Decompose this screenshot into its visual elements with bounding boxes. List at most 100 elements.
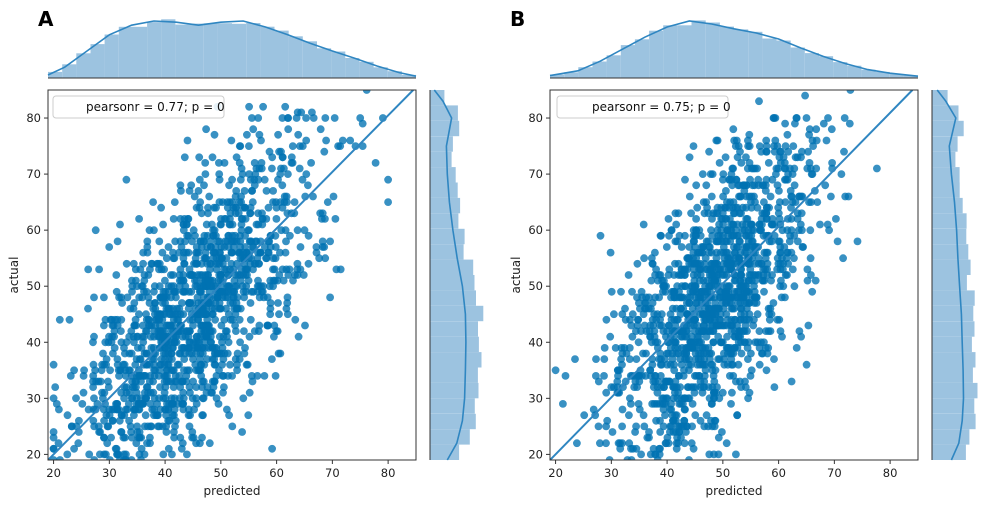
x-tick-label: 80 xyxy=(883,466,898,480)
scatter-point xyxy=(732,175,741,184)
scatter-point xyxy=(122,450,130,459)
scatter-point xyxy=(189,377,198,386)
scatter-point xyxy=(133,282,141,291)
scatter-point xyxy=(72,394,80,403)
scatter-point xyxy=(225,282,234,291)
y-tick-label: 60 xyxy=(26,223,41,237)
scatter-point xyxy=(625,344,634,352)
scatter-point xyxy=(725,175,733,184)
scatter-point xyxy=(215,159,223,167)
scatter-point xyxy=(755,360,764,369)
scatter-point xyxy=(268,164,276,173)
scatter-point xyxy=(767,276,775,285)
scatter-point xyxy=(773,142,782,151)
scatter-point xyxy=(135,355,144,363)
scatter-point xyxy=(685,456,693,460)
scatter-point xyxy=(700,422,709,431)
scatter-point xyxy=(688,400,697,408)
scatter-point xyxy=(164,243,173,251)
scatter-point xyxy=(721,215,730,223)
scatter-point xyxy=(730,304,738,313)
scatter-point xyxy=(160,360,169,369)
scatter-point xyxy=(196,360,205,369)
scatter-point xyxy=(201,344,210,352)
scatter-point xyxy=(802,360,811,369)
scatter-point xyxy=(225,411,234,420)
scatter-point xyxy=(278,114,287,122)
scatter-point xyxy=(617,287,625,296)
scatter-point xyxy=(192,248,201,257)
scatter-point xyxy=(679,293,687,302)
scatter-point xyxy=(293,226,302,235)
scatter-point xyxy=(299,271,308,279)
scatter-point xyxy=(255,130,264,139)
scatter-point xyxy=(204,276,213,285)
scatter-point xyxy=(122,259,131,268)
scatter-point xyxy=(302,136,311,145)
scatter-point xyxy=(192,394,201,403)
scatter-point xyxy=(736,293,745,302)
scatter-point xyxy=(642,304,650,313)
scatter-point xyxy=(132,321,140,330)
scatter-point xyxy=(172,377,181,386)
marginal-y-bar xyxy=(932,182,960,198)
marginal-x-bar xyxy=(373,67,388,78)
y-axis-label-b: actual xyxy=(509,257,523,294)
scatter-point xyxy=(184,231,193,240)
scatter-point xyxy=(797,332,805,341)
scatter-point xyxy=(589,405,598,414)
scatter-point xyxy=(649,383,658,391)
scatter-point xyxy=(140,332,149,341)
scatter-point xyxy=(681,405,689,414)
scatter-point xyxy=(719,259,728,268)
scatter-point xyxy=(718,428,726,436)
y-tick-label: 50 xyxy=(528,279,543,293)
scatter-point xyxy=(138,282,147,291)
scatter-point xyxy=(254,327,263,335)
scatter-point xyxy=(220,383,228,391)
scatter-point xyxy=(158,248,167,257)
marginal-y-bar xyxy=(932,336,972,353)
scatter-point xyxy=(54,439,63,448)
scatter-point xyxy=(687,209,695,218)
scatter-point xyxy=(764,344,773,352)
scatter-point xyxy=(120,411,129,420)
marginal-y-bar xyxy=(932,120,964,137)
x-tick-label: 20 xyxy=(548,466,563,480)
scatter-point xyxy=(384,198,392,207)
scatter-point xyxy=(259,282,268,291)
scatter-point xyxy=(293,271,302,279)
scatter-point xyxy=(192,439,201,448)
scatter-point xyxy=(137,456,145,460)
scatter-point xyxy=(742,315,751,324)
scatter-point xyxy=(127,456,136,460)
scatter-point xyxy=(97,366,106,375)
scatter-point xyxy=(764,159,773,167)
scatter-point xyxy=(143,439,151,448)
scatter-point xyxy=(205,192,214,201)
scatter-point xyxy=(203,383,212,391)
scatter-point xyxy=(159,394,168,403)
marginal-x-bar xyxy=(189,23,204,79)
scatter-point xyxy=(179,400,188,408)
scatter-point xyxy=(155,332,164,341)
scatter-point xyxy=(775,198,784,207)
marginal-x-bar xyxy=(274,30,289,79)
scatter-point xyxy=(634,338,643,347)
y-tick-label: 80 xyxy=(528,111,543,125)
scatter-point xyxy=(804,147,812,156)
scatter-point xyxy=(255,321,264,330)
scatter-point xyxy=(291,315,300,324)
marginal-x-bar xyxy=(734,29,749,78)
scatter-point xyxy=(240,187,249,195)
scatter-point xyxy=(793,237,802,246)
scatter-point xyxy=(171,287,180,296)
scatter-point xyxy=(277,226,286,235)
marginal-y-bar xyxy=(430,321,478,337)
scatter-point xyxy=(656,271,665,279)
scatter-point xyxy=(689,444,698,453)
marginal-x-bar xyxy=(550,74,565,78)
scatter-point xyxy=(675,372,683,380)
scatter-point xyxy=(115,293,123,302)
x-axis-label-b: predicted xyxy=(706,484,763,498)
